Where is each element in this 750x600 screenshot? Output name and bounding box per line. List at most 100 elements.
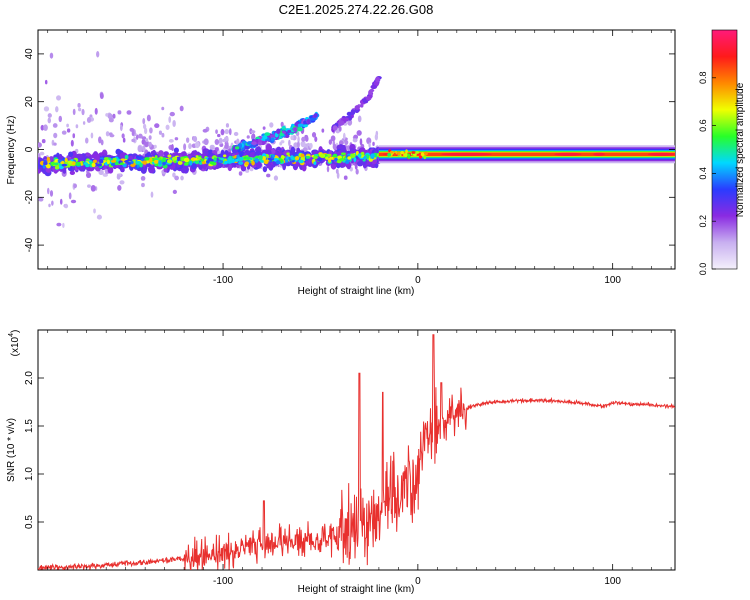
upward-branch-1 xyxy=(310,117,317,122)
noise-speck xyxy=(346,145,351,151)
noise-speck xyxy=(94,107,98,115)
upward-branch-2 xyxy=(338,120,345,126)
noise-speck xyxy=(330,135,336,142)
carrier-wiggle xyxy=(390,150,394,154)
noise-speck xyxy=(148,141,152,148)
noise-band-core xyxy=(176,156,181,162)
noise-speck xyxy=(353,134,359,140)
noise-band-core xyxy=(216,157,219,161)
noise-speck xyxy=(55,106,59,113)
noise-band-core xyxy=(93,159,97,164)
noise-band-halo xyxy=(341,144,346,153)
noise-band-halo xyxy=(180,167,187,174)
noise-band-core xyxy=(238,161,244,165)
noise-band-core xyxy=(166,159,173,164)
noise-band-core xyxy=(167,154,172,158)
noise-band-halo xyxy=(68,151,74,158)
noise-band-core xyxy=(177,160,183,165)
colorbar-tick-label: 0.2 xyxy=(698,215,708,228)
upward-branch-1 xyxy=(251,141,257,146)
noise-band-core xyxy=(60,160,65,165)
noise-band-core xyxy=(64,157,68,163)
upward-branch-1 xyxy=(313,112,318,118)
upward-branch-2 xyxy=(370,84,377,90)
noise-band-core xyxy=(120,162,124,166)
snr-axes: -100 0 100 0.5 1.0 1.5 2.0 xyxy=(24,330,675,587)
noise-speck xyxy=(158,130,163,135)
noise-speck xyxy=(218,137,223,145)
noise-band-core xyxy=(290,155,294,160)
noise-speck xyxy=(59,198,63,205)
upward-branch-1 xyxy=(297,123,304,128)
noise-speck xyxy=(246,135,250,139)
carrier-wiggle xyxy=(411,151,416,154)
noise-speck xyxy=(215,129,218,134)
noise-speck xyxy=(225,123,230,128)
upward-branch-1 xyxy=(269,134,276,138)
noise-band-core xyxy=(223,154,227,158)
noise-band-halo xyxy=(340,162,346,168)
noise-speck xyxy=(296,141,300,149)
noise-speck xyxy=(98,136,102,144)
noise-band-halo xyxy=(158,150,164,157)
upward-branch-1 xyxy=(264,132,271,137)
noise-band-core xyxy=(184,162,189,166)
noise-speck xyxy=(41,138,46,144)
noise-speck xyxy=(188,143,192,150)
carrier-peak xyxy=(554,152,582,156)
noise-band-core xyxy=(43,161,48,166)
noise-speck xyxy=(356,130,362,136)
noise-band-core xyxy=(219,160,224,164)
upward-branch-1 xyxy=(257,141,263,146)
snr-line xyxy=(38,334,675,570)
noise-band-core xyxy=(123,159,130,163)
noise-band-core xyxy=(189,160,193,166)
y-tick-label: 20 xyxy=(24,96,35,108)
noise-speck xyxy=(150,191,154,198)
noise-speck xyxy=(355,168,359,175)
colorbar-ticks: 0.0 0.2 0.4 0.6 0.8 xyxy=(698,72,716,275)
noise-speck xyxy=(202,128,208,133)
noise-speck xyxy=(352,138,358,143)
noise-speck xyxy=(119,180,125,185)
noise-band-core xyxy=(98,159,104,164)
noise-speck xyxy=(66,123,69,128)
noise-band-core xyxy=(239,152,243,158)
noise-speck xyxy=(368,142,371,148)
noise-speck xyxy=(222,138,227,143)
noise-band-core xyxy=(130,160,134,165)
noise-speck xyxy=(154,123,160,129)
noise-speck xyxy=(140,176,146,181)
x-tick-label: -100 xyxy=(213,275,233,286)
noise-band-core xyxy=(233,155,237,159)
noise-speck xyxy=(100,139,104,146)
noise-speck xyxy=(338,125,342,132)
upward-branch-1 xyxy=(276,128,281,135)
noise-speck xyxy=(73,183,77,189)
noise-speck xyxy=(343,175,348,180)
noise-band-core xyxy=(245,156,251,160)
noise-speck xyxy=(172,172,176,178)
noise-band-core xyxy=(280,154,285,160)
noise-band-core xyxy=(83,162,88,165)
upward-branch-1 xyxy=(302,124,308,128)
noise-speck xyxy=(217,133,221,138)
noise-speck xyxy=(93,208,96,214)
noise-speck xyxy=(117,185,122,191)
snr-y-scale-suffix: ) xyxy=(10,330,21,333)
noise-band-halo xyxy=(270,149,276,155)
carrier-wiggle xyxy=(420,152,425,157)
noise-band-halo xyxy=(129,155,133,161)
noise-speck xyxy=(44,79,48,85)
noise-speck xyxy=(47,117,52,124)
noise-speck xyxy=(81,108,85,116)
colorbar: 0.0 0.2 0.4 0.6 0.8 Normalized spectral ampl… xyxy=(698,29,746,275)
noise-speck xyxy=(68,192,72,200)
carrier-wiggle xyxy=(397,151,401,156)
noise-band-halo xyxy=(265,143,272,153)
noise-band-core xyxy=(196,157,202,160)
noise-band-core xyxy=(305,155,311,159)
noise-band-core xyxy=(124,154,129,160)
noise-speck xyxy=(314,136,318,142)
